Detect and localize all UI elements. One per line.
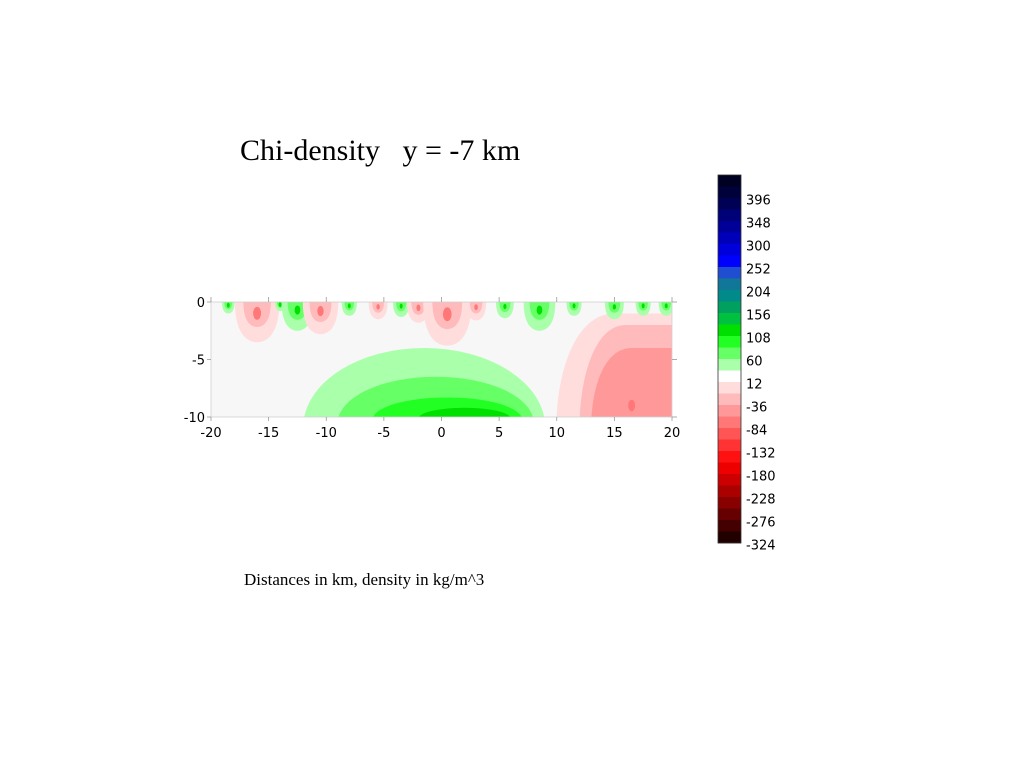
contour-regions <box>304 313 672 417</box>
colorbar-swatch <box>718 382 741 394</box>
chart-caption: Distances in km, density in kg/m^3 <box>244 570 485 589</box>
colorbar-label: -228 <box>746 492 776 507</box>
surface-anomalies <box>221 302 672 346</box>
colorbar-label: -36 <box>746 400 767 415</box>
x-tick-label: 15 <box>606 426 623 441</box>
anomaly-positive <box>496 302 514 319</box>
colorbar-swatch <box>718 416 741 429</box>
colorbar-swatch <box>718 255 741 268</box>
colorbar-swatch <box>718 462 741 475</box>
colorbar-label: 204 <box>746 285 771 300</box>
x-tick-label: -5 <box>377 426 390 441</box>
anomaly-positive <box>523 302 556 331</box>
colorbar-swatch <box>718 370 741 383</box>
y-tick-label: 0 <box>197 296 205 311</box>
x-tick-label: -10 <box>316 426 337 441</box>
colorbar-frame <box>717 174 742 544</box>
anomaly-negative <box>302 302 339 335</box>
colorbar-label: -84 <box>746 423 767 438</box>
colorbar-swatch <box>718 531 741 544</box>
contour-region-green-mid <box>338 376 533 417</box>
anomaly-negative <box>465 302 487 321</box>
anomaly-positive <box>604 302 624 320</box>
colorbar-swatch <box>718 451 741 463</box>
x-tick-label: -15 <box>258 426 279 441</box>
colorbar: 396 348 300 252 204 156 108 60 12 -36 -84 -132 -180 -… <box>717 174 776 553</box>
colorbar-label: 396 <box>746 193 771 208</box>
colorbar-swatch <box>718 474 741 486</box>
colorbar-swatch <box>718 267 741 279</box>
colorbar-label: 252 <box>746 262 771 277</box>
colorbar-swatch <box>718 439 741 452</box>
x-tick-label: 20 <box>664 426 681 441</box>
y-tick-label: -10 <box>184 411 205 426</box>
x-tick-label: 0 <box>437 426 445 441</box>
colorbar-label: -324 <box>746 538 776 553</box>
axes: -20 -15 -10 -5 0 5 10 15 20 0 -5 -10 <box>184 296 681 441</box>
colorbar-swatch <box>718 405 741 417</box>
anomaly-negative <box>234 302 280 343</box>
colorbar-swatch <box>718 497 741 509</box>
anomaly-positive <box>658 302 672 316</box>
anomaly-negative <box>423 302 472 346</box>
x-tick-label: -20 <box>200 426 221 441</box>
contour-region-green-outer <box>304 348 545 417</box>
colorbar-swatch <box>718 209 741 222</box>
x-tick-label: 10 <box>548 426 565 441</box>
colorbar-label: 12 <box>746 377 763 392</box>
colorbar-swatch <box>718 324 741 337</box>
colorbar-swatch <box>718 198 741 210</box>
chart-title: Chi-density y = -7 km <box>240 134 521 167</box>
anomaly-positive <box>635 302 651 316</box>
plot-area <box>210 301 673 418</box>
colorbar-swatch <box>718 520 741 532</box>
colorbar-label: 300 <box>746 239 771 254</box>
colorbar-swatch <box>718 393 741 406</box>
contour-region-green-core <box>418 407 511 417</box>
colorbar-swatch <box>718 485 741 498</box>
colorbar-label: 156 <box>746 308 771 323</box>
colorbar-swatch <box>718 232 741 245</box>
anomaly-positive <box>221 302 235 314</box>
colorbar-swatch <box>718 301 741 314</box>
colorbar-swatch <box>718 290 741 302</box>
colorbar-label: -276 <box>746 515 776 530</box>
colorbar-label: -132 <box>746 446 776 461</box>
colorbar-swatch <box>718 359 741 371</box>
anomaly-negative <box>368 302 388 320</box>
colorbar-label: 60 <box>746 354 763 369</box>
anomaly-positive <box>341 302 357 316</box>
colorbar-swatch <box>718 508 741 521</box>
colorbar-label: 348 <box>746 216 771 231</box>
colorbar-swatch <box>718 221 741 233</box>
colorbar-swatch <box>718 428 741 440</box>
colorbar-swatch <box>718 336 741 348</box>
contour-region-red-core <box>628 399 636 412</box>
y-tick-label: -5 <box>192 354 205 369</box>
x-tick-label: 5 <box>495 426 503 441</box>
colorbar-swatch <box>718 347 741 360</box>
colorbar-label: 108 <box>746 331 771 346</box>
anomaly-positive <box>392 302 410 317</box>
contour-region-red-inner <box>591 348 672 417</box>
colorbar-swatch <box>718 244 741 256</box>
colorbar-swatch <box>718 278 741 291</box>
colorbar-swatch <box>718 175 741 187</box>
anomaly-positive <box>566 302 582 316</box>
colorbar-swatch <box>718 313 741 325</box>
colorbar-label: -180 <box>746 469 776 484</box>
colorbar-swatch <box>718 186 741 199</box>
